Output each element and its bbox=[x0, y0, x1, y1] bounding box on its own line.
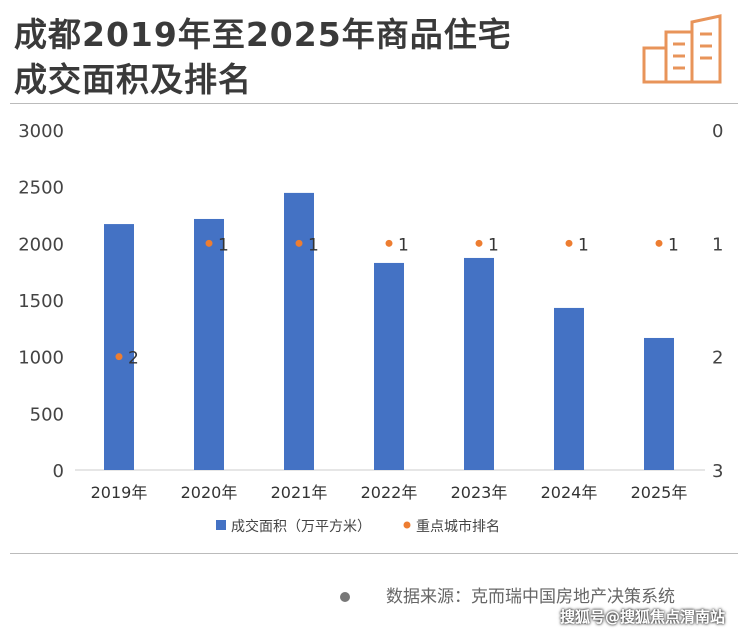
rank-label: 1 bbox=[218, 235, 229, 255]
left-tick-label: 2500 bbox=[18, 178, 64, 199]
x-tick-label: 2020年 bbox=[181, 483, 238, 502]
rank-point bbox=[385, 239, 393, 247]
source-text: 数据来源：克而瑞中国房地产决策系统 bbox=[386, 587, 675, 607]
rank-label: 1 bbox=[578, 235, 589, 255]
x-tick-label: 2022年 bbox=[361, 483, 418, 502]
chart: 0 500 1000 1500 2000 2500 3000 0 1 2 3 2019年 2 2020年 1… bbox=[18, 121, 723, 535]
x-tick-label: 2019年 bbox=[91, 483, 148, 502]
x-tick-label: 2023年 bbox=[451, 483, 508, 502]
bar bbox=[374, 262, 404, 470]
rank-label: 1 bbox=[398, 235, 409, 255]
left-tick-label: 2000 bbox=[18, 234, 64, 255]
left-tick-label: 1000 bbox=[18, 348, 64, 369]
left-tick-label: 500 bbox=[30, 404, 64, 425]
right-tick-label: 3 bbox=[712, 461, 723, 482]
bar bbox=[554, 307, 584, 470]
divider bbox=[10, 553, 738, 554]
rank-label: 1 bbox=[308, 235, 319, 255]
rank-point bbox=[475, 239, 483, 247]
rank-label: 1 bbox=[488, 235, 499, 255]
legend-bar-label: 成交面积（万平方米） bbox=[231, 518, 371, 535]
x-tick-label: 2025年 bbox=[631, 483, 688, 502]
rank-label: 2 bbox=[128, 349, 139, 369]
x-tick-label: 2024年 bbox=[541, 483, 598, 502]
title-line-2: 成交面积及排名 bbox=[14, 60, 252, 99]
bar bbox=[644, 337, 674, 470]
legend-rank-label: 重点城市排名 bbox=[416, 518, 500, 535]
right-tick-label: 0 bbox=[712, 121, 723, 142]
bar bbox=[464, 257, 494, 470]
legend-bar-swatch bbox=[216, 520, 226, 530]
rank-point bbox=[655, 239, 663, 247]
source-note: 数据来源：克而瑞中国房地产决策系统 bbox=[340, 582, 675, 607]
legend-rank-swatch bbox=[403, 521, 411, 529]
bar bbox=[104, 224, 134, 470]
bar bbox=[194, 218, 224, 470]
right-tick-label: 2 bbox=[712, 348, 723, 369]
rank-point bbox=[115, 353, 123, 361]
left-tick-label: 1500 bbox=[18, 291, 64, 312]
rank-point bbox=[565, 239, 573, 247]
right-tick-label: 1 bbox=[712, 234, 723, 255]
watermark: 搜狐号@搜狐焦点渭南站 bbox=[560, 608, 726, 626]
bar bbox=[284, 192, 314, 470]
left-tick-label: 0 bbox=[53, 461, 64, 482]
divider bbox=[10, 103, 738, 104]
title-line-1: 成都2019年至2025年商品住宅 bbox=[14, 15, 512, 54]
x-tick-label: 2021年 bbox=[271, 483, 328, 502]
rank-point bbox=[295, 239, 303, 247]
building-icon bbox=[642, 14, 722, 84]
bullet-icon bbox=[340, 592, 350, 602]
rank-point bbox=[205, 239, 213, 247]
left-tick-label: 3000 bbox=[18, 121, 64, 142]
rank-label: 1 bbox=[668, 235, 679, 255]
